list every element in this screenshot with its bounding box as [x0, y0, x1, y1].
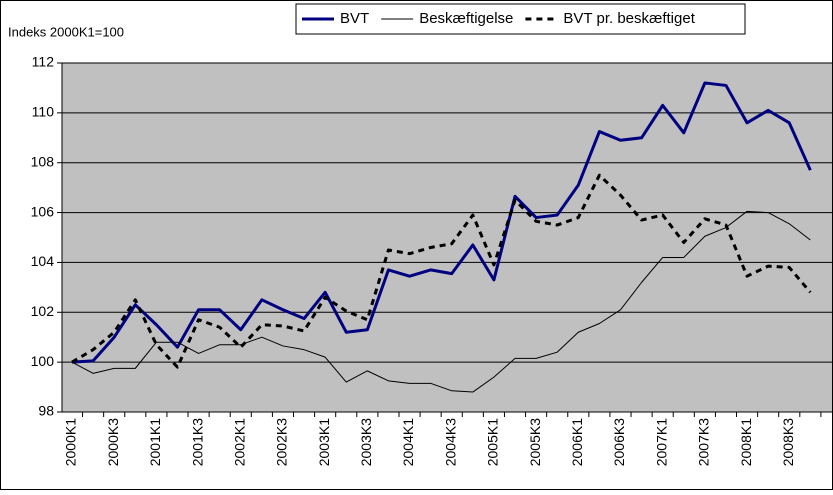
y-tick-label: 104	[31, 253, 55, 269]
legend-label: BVT pr. beskæftiget	[563, 10, 695, 27]
y-tick-label: 106	[31, 203, 55, 219]
x-tick-label: 2004K1	[400, 418, 416, 466]
series-line	[71, 173, 812, 369]
series-line	[71, 81, 812, 364]
x-tick-label: 2000K1	[63, 418, 79, 466]
plot-area	[62, 63, 832, 412]
x-tick-label: 2002K3	[274, 418, 290, 466]
y-axis-title: Indeks 2000K1=100	[8, 24, 124, 39]
y-tick-label: 98	[38, 403, 54, 419]
x-tick-label: 2002K1	[231, 418, 247, 466]
y-tick-label: 112	[32, 54, 55, 70]
x-tick-label: 2007K1	[653, 418, 669, 466]
x-tick-label: 2003K3	[358, 418, 374, 466]
y-tick-label: 100	[31, 353, 55, 369]
legend-label: Beskæftigelse	[419, 10, 513, 27]
x-tick-label: 2003K1	[316, 418, 332, 466]
x-tick-label: 2001K1	[147, 418, 163, 466]
y-tick-label: 108	[31, 153, 55, 169]
x-tick-label: 2006K3	[611, 418, 627, 466]
x-tick-label: 2006K1	[569, 418, 585, 466]
legend-label: BVT	[340, 10, 369, 27]
x-tick-label: 2004K3	[442, 418, 458, 466]
y-tick-label: 102	[31, 303, 55, 319]
x-tick-label: 2008K1	[738, 418, 754, 466]
x-tick-label: 2005K1	[485, 418, 501, 466]
series-line	[71, 210, 811, 393]
x-tick-label: 2001K3	[189, 418, 205, 466]
legend-box	[295, 3, 746, 35]
x-tick-label: 2008K3	[780, 418, 796, 466]
x-tick-label: 2000K3	[105, 418, 121, 466]
x-tick-label: 2005K3	[527, 418, 543, 466]
x-tick-label: 2007K3	[696, 418, 712, 466]
y-tick-label: 110	[32, 104, 55, 120]
